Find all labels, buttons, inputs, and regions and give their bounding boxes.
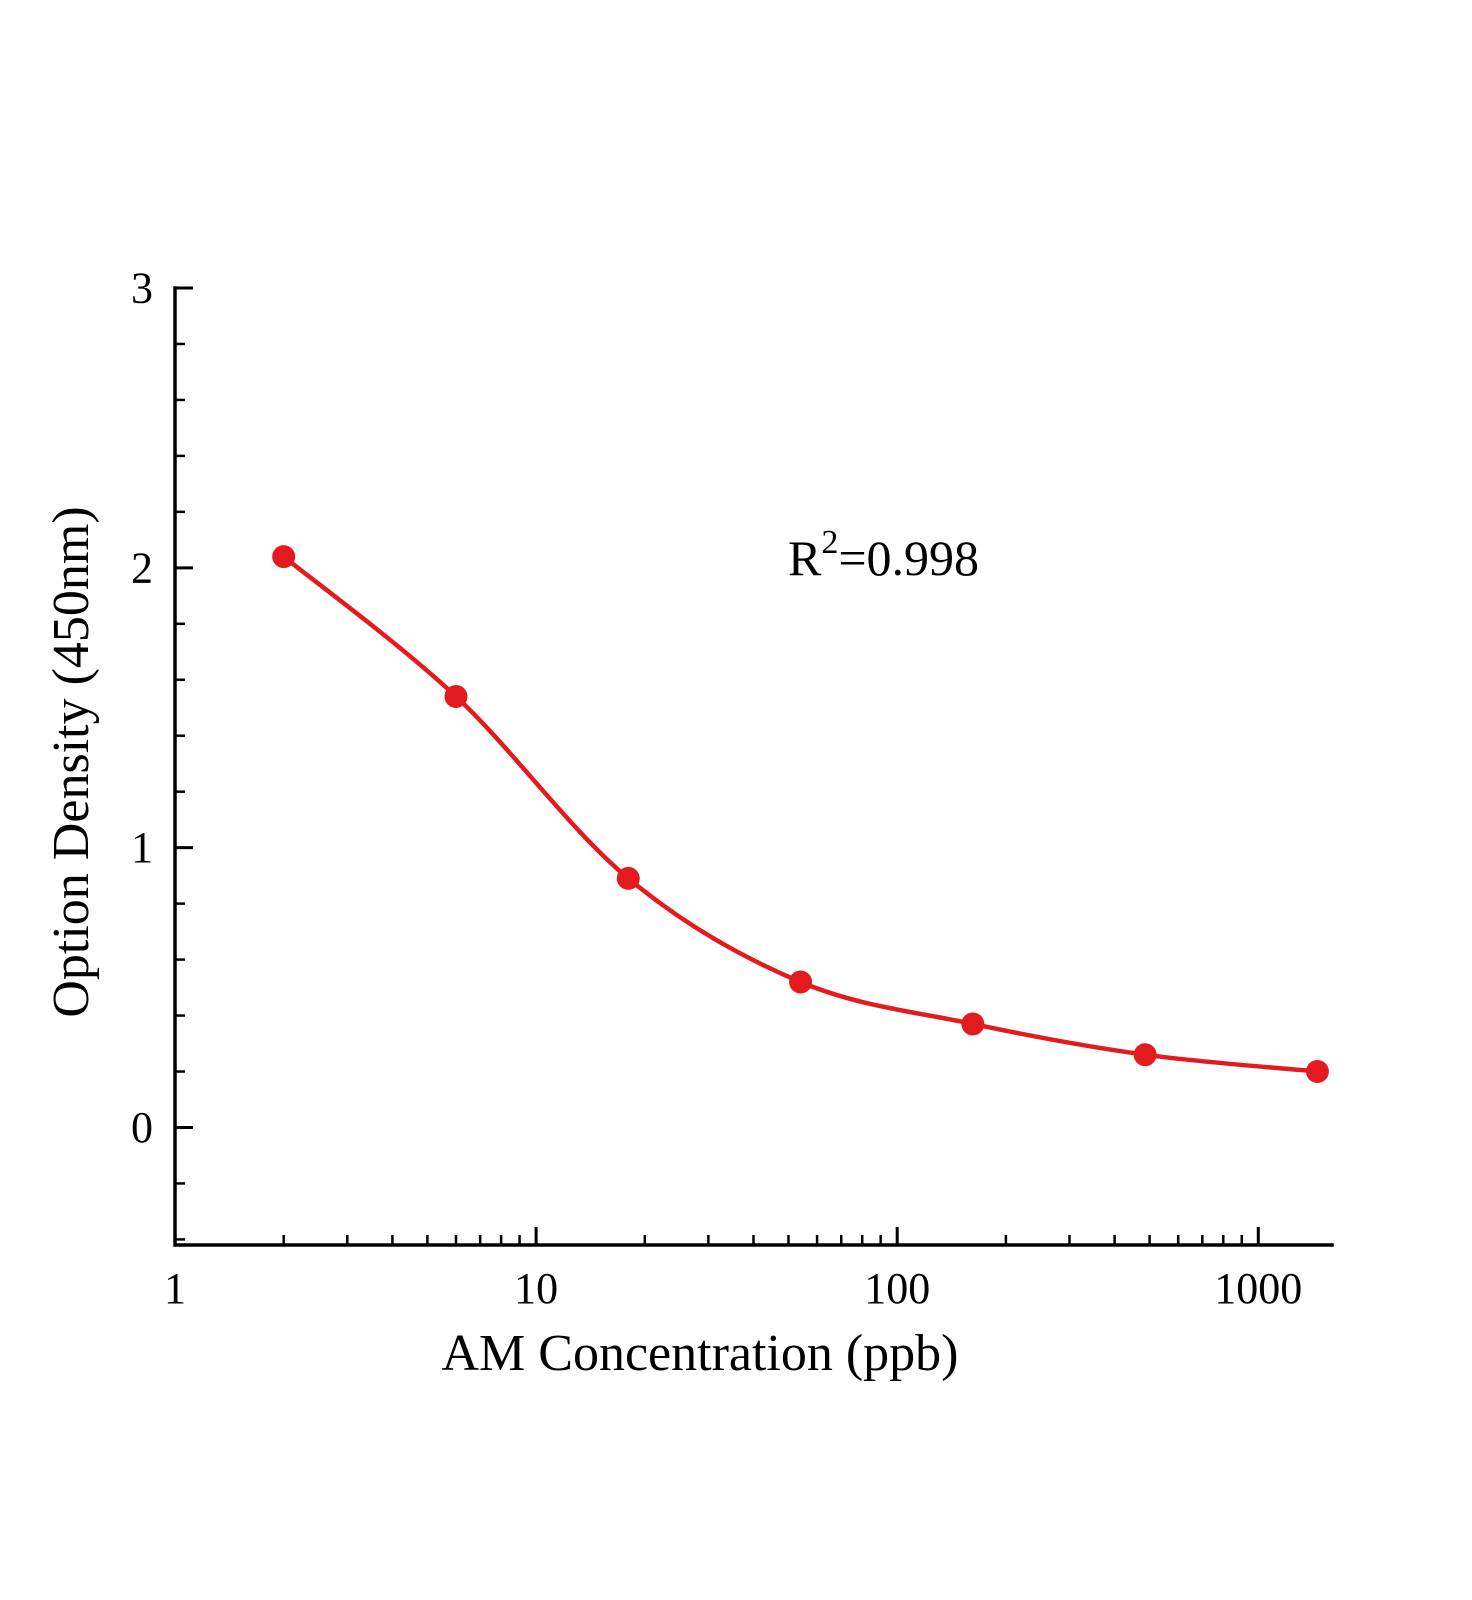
x-axis-title: AM Concentration (ppb) [441,1325,958,1382]
x-tick-label: 1000 [1214,1264,1302,1313]
axis-lines [173,286,1334,1247]
x-tick-label: 1 [164,1264,186,1313]
y-tick-label: 3 [131,264,153,313]
x-tick-label: 10 [514,1264,558,1313]
y-tick-label: 0 [131,1103,153,1152]
y-tick-label: 1 [131,823,153,872]
data-point [1305,1060,1329,1084]
data-point [789,970,813,994]
r-squared-annotation: R2=0.998 [788,524,979,586]
data-point [1133,1043,1157,1067]
data-point [961,1012,985,1036]
y-tick-label: 2 [131,543,153,592]
data-point [272,545,296,569]
fit-curve [281,554,1320,1074]
data-point [444,685,468,709]
x-tick-label: 100 [864,1264,930,1313]
y-axis-title: Option Density (450nm) [43,506,100,1017]
data-point [616,866,640,890]
